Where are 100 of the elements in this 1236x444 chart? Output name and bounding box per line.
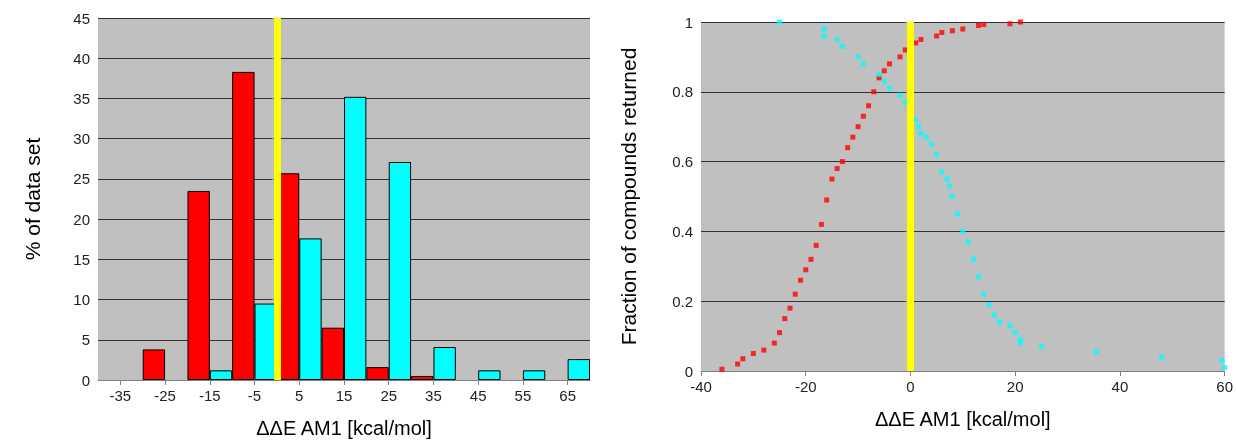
x-tick-label: -35: [109, 387, 132, 404]
point: [918, 131, 924, 137]
point: [1007, 323, 1013, 329]
point: [1038, 344, 1044, 350]
y-tick-label: 25: [73, 170, 90, 188]
point: [850, 134, 856, 140]
point: [860, 61, 866, 67]
y-tick-label: 0.6: [672, 153, 693, 171]
y-tick-label: 1: [684, 13, 693, 31]
y-tick-label: 5: [81, 331, 90, 349]
y-tick-label: 45: [73, 9, 90, 27]
point: [829, 176, 835, 182]
point: [740, 356, 746, 362]
point: [813, 242, 819, 248]
point: [976, 22, 982, 28]
point: [876, 71, 882, 77]
point: [887, 85, 893, 91]
point: [991, 312, 997, 318]
point: [981, 21, 987, 27]
x-tick-label: 15: [335, 387, 353, 404]
x-tick-label: 55: [514, 387, 532, 404]
point: [970, 256, 976, 262]
point: [777, 19, 783, 25]
y-axis-title: % of data set: [21, 137, 44, 261]
point: [887, 61, 893, 67]
point: [928, 141, 934, 147]
point: [965, 239, 971, 245]
x-tick-label: 5: [295, 387, 304, 404]
x-tick-label: 60: [1216, 378, 1233, 395]
point: [1012, 330, 1018, 336]
point: [934, 33, 940, 39]
point: [915, 124, 921, 130]
x-tick-label: 35: [425, 387, 442, 404]
point: [960, 228, 966, 234]
point: [808, 256, 814, 262]
point: [1007, 21, 1013, 27]
x-tick-label: -5: [247, 387, 262, 404]
point: [855, 54, 861, 60]
y-axis-title: Fraction of compounds returned: [617, 47, 640, 346]
point: [1017, 19, 1023, 25]
point: [839, 159, 845, 165]
point: [918, 36, 924, 42]
x-tick-label: -20: [794, 378, 817, 395]
point: [821, 33, 827, 39]
x-tick-label: -40: [690, 378, 712, 395]
point: [944, 176, 950, 182]
point: [845, 145, 851, 151]
point: [976, 274, 982, 280]
point: [860, 113, 866, 119]
point: [947, 183, 953, 189]
point: [761, 347, 767, 353]
point: [881, 68, 887, 74]
x-tick-label: 65: [559, 387, 576, 404]
y-tick-label: 30: [73, 130, 90, 148]
point: [855, 124, 861, 130]
point: [834, 36, 840, 42]
y-tick-label: 10: [73, 291, 90, 309]
point: [824, 197, 830, 203]
point: [818, 221, 824, 227]
point: [1219, 358, 1225, 364]
x-tick-label: -25: [154, 387, 176, 404]
point: [897, 92, 903, 98]
point: [939, 169, 945, 175]
point: [981, 291, 987, 297]
y-tick-label: 35: [73, 89, 90, 107]
bar: [142, 349, 166, 380]
bar: [478, 370, 501, 380]
point: [771, 340, 777, 346]
point: [782, 316, 788, 322]
x-tick-label: -15: [198, 387, 221, 404]
y-tick-label: 0.8: [672, 83, 693, 101]
point: [834, 166, 840, 172]
y-tick-label: 0.4: [672, 222, 693, 240]
point: [821, 26, 827, 32]
point: [792, 291, 798, 297]
point: [960, 26, 966, 32]
x-tick-label: 45: [469, 387, 487, 404]
point: [881, 78, 887, 84]
point: [1222, 365, 1228, 371]
y-tick-label: 0.2: [672, 292, 693, 310]
point: [986, 302, 992, 308]
x-axis-title: ΔΔE AM1 [kcal/mol]: [875, 408, 1051, 430]
point: [923, 134, 929, 140]
point: [996, 319, 1002, 325]
y-tick-label: 40: [73, 49, 90, 67]
point: [949, 194, 955, 199]
point: [787, 305, 793, 311]
point: [955, 211, 961, 217]
x-axis-title: ΔΔE AM1 [kcal/mol]: [256, 417, 432, 439]
point: [949, 28, 955, 34]
bar: [522, 370, 546, 380]
point: [871, 89, 877, 95]
x-tick-label: 0: [906, 378, 915, 395]
y-tick-label: 20: [73, 210, 90, 228]
point: [1093, 349, 1099, 355]
point: [777, 330, 783, 336]
y-tick-label: 15: [73, 250, 90, 268]
bar: [567, 359, 590, 380]
point: [797, 277, 803, 283]
point: [719, 366, 725, 372]
